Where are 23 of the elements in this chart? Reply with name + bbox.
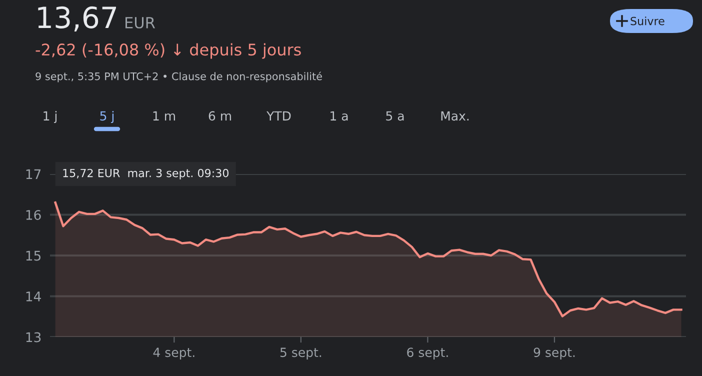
text: 1 m [153,111,175,120]
y-tick-label: 16 [26,210,41,220]
y-tick-label: 14 [26,292,41,302]
annotation: 15,72 EUR mar. 3 sept. 09:30 [63,168,229,180]
text: 6 m [208,111,231,121]
text: 13,67 [38,6,116,32]
text: Suivre [630,16,664,26]
x-tick-label: 6 sept. [407,348,448,360]
x-tick-label: 9 sept. [534,348,575,360]
text: 1 a [330,111,348,121]
x-tick-label: 5 sept. [280,348,322,360]
text: EUR [126,17,156,28]
text: 5 j [100,110,114,124]
text: YTD [266,111,291,120]
text: 9 sept., 5:35 PM UTC+2 • Clause de non-responsabilité [36,72,322,82]
text: 5 a [386,111,404,121]
text: Max. [441,111,469,121]
y-tick-label: 13 [26,332,41,342]
text: -2,62 (-16,08 %) ↓ depuis 5 jours [36,43,301,59]
text: 1 j [44,110,57,124]
y-tick-label: 17 [26,169,41,180]
y-tick-label: 15 [26,250,41,261]
x-tick-label: 4 sept. [153,348,194,360]
